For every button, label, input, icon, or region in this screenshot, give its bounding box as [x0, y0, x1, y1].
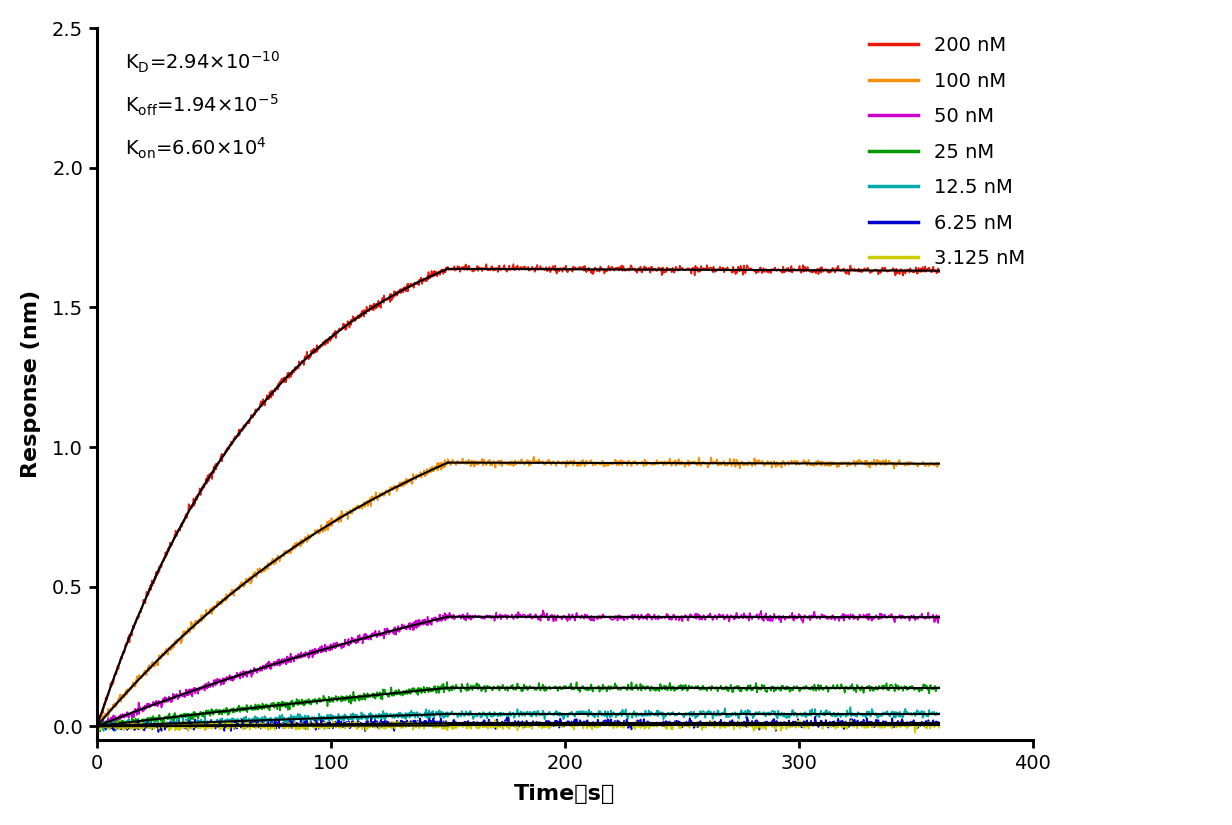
Text: K$_\mathregular{D}$=2.94×10$^{-10}$
K$_\mathregular{off}$=1.94×10$^{-5}$
K$_\mat: K$_\mathregular{D}$=2.94×10$^{-10}$ K$_\… — [124, 50, 280, 161]
Y-axis label: Response (nm): Response (nm) — [21, 290, 41, 478]
X-axis label: Time（s）: Time（s） — [514, 785, 616, 804]
Legend: 200 nM, 100 nM, 50 nM, 25 nM, 12.5 nM, 6.25 nM, 3.125 nM: 200 nM, 100 nM, 50 nM, 25 nM, 12.5 nM, 6… — [861, 28, 1032, 276]
